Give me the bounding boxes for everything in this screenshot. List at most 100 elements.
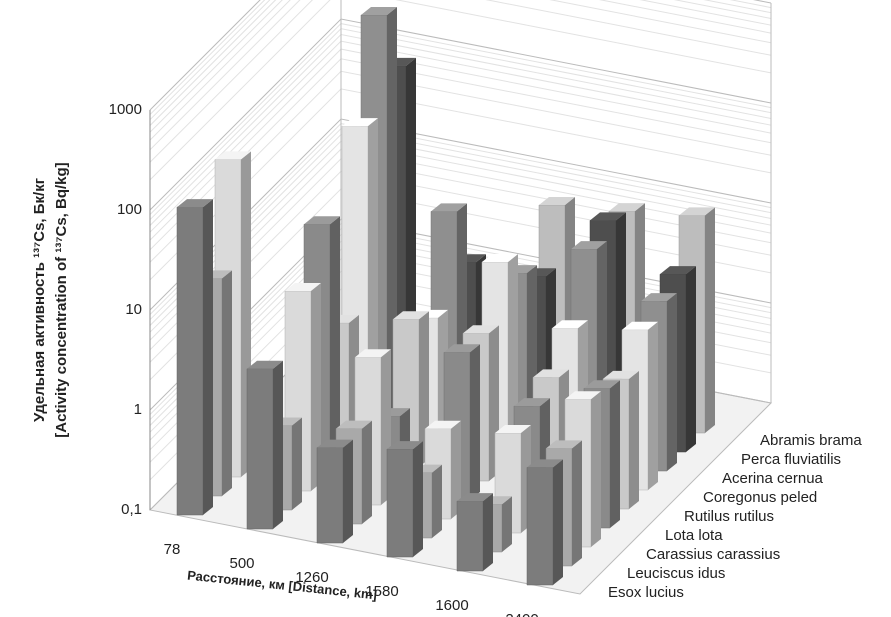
bar-top (317, 439, 353, 448)
bar-side (413, 441, 423, 557)
bar-side (222, 270, 232, 496)
bar (526, 459, 563, 586)
bar-top (387, 441, 423, 450)
minor-grid-line (149, 0, 772, 151)
bar-side (292, 417, 302, 510)
bar-top (584, 380, 620, 389)
bar (386, 441, 423, 558)
bar-side (343, 439, 353, 543)
bar-side (470, 344, 480, 500)
y-tick-label: 100 (117, 201, 142, 218)
bar-top (641, 293, 677, 302)
x-tick-label: 78 (164, 541, 181, 558)
bar-top (285, 283, 321, 291)
x-tick-label: 1600 (435, 597, 468, 614)
bar-front (176, 206, 204, 516)
grid-line (149, 0, 772, 111)
bar-top (527, 459, 563, 468)
bar-side (629, 370, 639, 509)
bar-top (539, 197, 575, 205)
legend-label: Coregonus peled (703, 489, 817, 506)
bar-side (203, 199, 213, 515)
bar-top (571, 241, 607, 250)
x-tick-label: 500 (229, 555, 254, 572)
bar-side (311, 283, 321, 491)
bar-side (667, 293, 677, 471)
bar-top (425, 420, 461, 429)
bar-side (705, 207, 715, 433)
bar-front (386, 448, 414, 558)
minor-grid-line (149, 0, 772, 121)
x-tick-label: 2400 (505, 611, 538, 617)
bar-front (316, 447, 344, 544)
y-tick-label: 1000 (109, 101, 142, 118)
y-tick-label: 1 (134, 401, 142, 418)
minor-grid-line (149, 0, 772, 115)
y-axis-title: Удельная активность ¹³⁷Cs, Бк/кг (31, 178, 48, 422)
legend-label: Carassius carassius (646, 546, 780, 563)
bar-side (362, 420, 372, 524)
bar (284, 283, 321, 492)
minor-grid-line (149, 0, 772, 181)
bar-top (463, 325, 499, 334)
bar-top (215, 151, 251, 160)
bar-top (336, 420, 372, 429)
legend-label: Abramis brama (760, 432, 862, 449)
bar-side (330, 216, 340, 472)
bar-top (679, 207, 715, 216)
bar-top (247, 360, 283, 369)
bar-top (304, 216, 340, 225)
bar-top (457, 493, 493, 502)
bar-top (482, 254, 518, 262)
bar-top (355, 349, 391, 358)
legend-label: Esox lucius (608, 584, 684, 601)
bar-top (565, 391, 601, 400)
legend-label: Perca fluviatilis (741, 451, 841, 468)
bar-top (590, 212, 626, 221)
bar-top (660, 266, 696, 275)
legend-label: Rutilus rutilus (684, 508, 774, 525)
bar-top (514, 398, 550, 407)
bar-top (361, 7, 397, 15)
legend-label: Leuciscus idus (627, 565, 725, 582)
bar (246, 360, 283, 530)
bar-side (451, 420, 461, 519)
bar-front (246, 368, 274, 530)
bar-side (648, 321, 658, 490)
x-tick-label: 1260 (295, 569, 328, 586)
bar-front (456, 500, 484, 572)
bar-side (387, 7, 397, 415)
bar (456, 493, 493, 572)
bar-top (342, 118, 378, 127)
bar-side (610, 380, 620, 528)
bar (316, 439, 353, 544)
bar-side (591, 391, 601, 547)
bar-side (686, 266, 696, 452)
legend-label: Acerina cernua (722, 470, 824, 487)
minor-grid-line (149, 0, 772, 126)
minor-grid-line (149, 0, 772, 141)
minor-grid-line (149, 0, 772, 133)
bar-side (432, 464, 442, 538)
bar-top (609, 203, 645, 212)
legend-label: Lota lota (665, 527, 723, 544)
y-tick-label: 0,1 (121, 501, 142, 518)
x-tick-label: 1580 (365, 583, 398, 600)
y-axis-title-en: [Activity concentration of ¹³⁷Cs, Bq/kg] (53, 162, 70, 437)
bar-top (533, 369, 569, 378)
bar-side (273, 360, 283, 529)
bar-front (526, 467, 554, 586)
y-tick-label: 10 (125, 301, 142, 318)
bar-top (177, 199, 213, 208)
bar-top (444, 344, 480, 353)
x-axis-title: Расстояние, км [Distance, km] (187, 568, 378, 603)
bar-side (502, 496, 512, 552)
bar-top (603, 370, 639, 379)
bar-top (546, 440, 582, 449)
bar-top (622, 321, 658, 330)
bar-side (483, 493, 493, 571)
bar-top (393, 311, 429, 320)
bar-top (431, 203, 467, 212)
bar-side (553, 459, 563, 585)
